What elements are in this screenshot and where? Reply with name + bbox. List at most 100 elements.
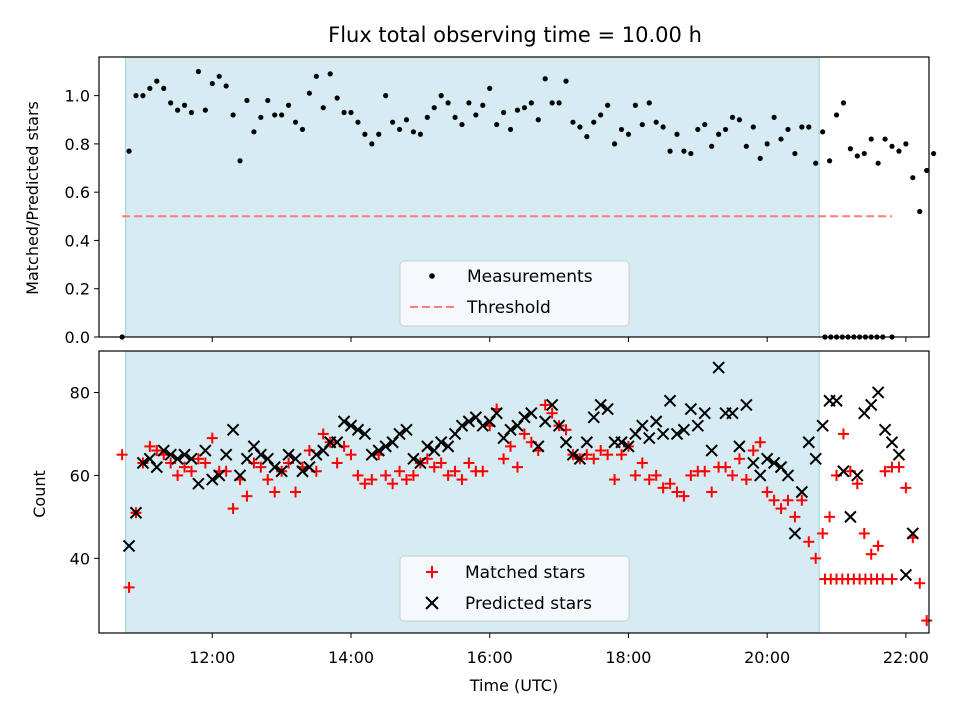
predicted-star-point [358, 427, 372, 441]
measurement-point [195, 68, 202, 75]
measurement-point [480, 102, 486, 108]
measurement-point [438, 93, 444, 99]
legend-matched-label: Matched stars [465, 563, 585, 583]
measurement-point [591, 119, 597, 125]
predicted-star-point [788, 527, 802, 540]
predicted-star-point [379, 440, 392, 453]
matched-star-point [241, 490, 253, 502]
measurement-point [889, 143, 895, 149]
measurement-point [140, 93, 146, 99]
matched-star-point [886, 573, 898, 585]
predicted-star-point [601, 402, 614, 416]
measurement-point [618, 126, 625, 133]
predicted-star-point [580, 436, 594, 449]
measurement-point [168, 100, 174, 106]
measurement-point [279, 112, 285, 118]
predicted-star-point [545, 398, 559, 412]
legend-bottom-box [399, 555, 630, 622]
matched-star-point [505, 440, 517, 452]
measurement-point [625, 131, 632, 137]
predicted-star-point [240, 452, 254, 466]
measurement-point [341, 109, 347, 116]
predicted-star-point [344, 419, 358, 432]
predicted-star-point [871, 386, 885, 399]
predicted-star-point [226, 423, 240, 437]
predicted-star-point [164, 448, 177, 461]
predicted-star-point [726, 406, 739, 420]
predicted-star-point [795, 485, 809, 499]
predicted-star-point [393, 427, 406, 441]
predicted-star-point [649, 415, 663, 428]
predicted-star-point [414, 456, 427, 470]
predicted-star-point [365, 448, 379, 461]
measurement-point [133, 93, 139, 99]
chart-title: Flux total observing time = 10.00 h [328, 23, 702, 47]
matched-star-point [595, 445, 607, 457]
predicted-star-point [213, 469, 226, 482]
measurement-point [681, 148, 687, 154]
measurement-point [743, 143, 749, 149]
predicted-star-point [178, 448, 191, 461]
legend-top: Measurements Threshold [399, 260, 630, 327]
x-ticks-ratio [211, 337, 907, 342]
predicted-star-point [275, 465, 288, 478]
matched-star-point [629, 469, 641, 481]
predicted-star-point [573, 452, 587, 466]
matched-star-point [428, 461, 440, 473]
predicted-star-point [296, 465, 309, 478]
y-tick-label: 40 [70, 549, 90, 568]
matched-star-point [400, 474, 412, 486]
matched-star-point [199, 457, 211, 469]
predicted-star-point [129, 506, 143, 519]
measurement-point [806, 124, 812, 130]
predicted-star-point [233, 469, 247, 482]
matched-star-point [720, 461, 732, 473]
matched-star-point [345, 449, 357, 461]
y-ticks-count: 40 60 80 [70, 383, 99, 568]
measurement-point [917, 208, 923, 215]
matched-star-point [539, 399, 551, 411]
measurement-point [535, 117, 541, 123]
measurement-point [639, 121, 645, 128]
predicted-star-point [289, 452, 302, 466]
legend-top-box [399, 260, 630, 327]
measurement-point [175, 107, 181, 113]
predicted-star-point [476, 419, 489, 432]
predicted-star-point [407, 452, 420, 466]
matched-star-point [546, 407, 558, 419]
matched-star-point [380, 469, 392, 481]
matched-star-point [407, 469, 419, 481]
matched-star-point [331, 457, 343, 469]
measurement-point [500, 109, 507, 116]
matched-star-point [179, 461, 191, 473]
predicted-star-point [878, 423, 892, 437]
predicted-star-point [518, 411, 531, 424]
measurement-point [611, 141, 618, 147]
measurement-point [896, 148, 902, 154]
matched-star-point [761, 486, 773, 498]
predicted-star-point [636, 419, 649, 432]
matched-star-point [796, 494, 808, 506]
predicted-star-point [587, 411, 600, 424]
measurement-point [924, 167, 930, 174]
measurement-point [750, 124, 756, 130]
measurement-point [764, 141, 770, 147]
ratio-marks [119, 68, 937, 340]
matched-star-point [352, 469, 364, 481]
measurement-point [487, 85, 493, 91]
matched-star-point [865, 548, 877, 560]
predicted-star-point [303, 460, 316, 474]
matched-star-point [775, 503, 787, 515]
predicted-star-point [691, 419, 705, 432]
measurement-point [709, 143, 715, 149]
measurement-point [882, 136, 888, 142]
measurement-point [646, 100, 652, 106]
measurement-point [376, 131, 382, 137]
measurement-point [251, 129, 257, 135]
matched-star-point [851, 478, 863, 490]
measurement-point [799, 124, 805, 130]
y-tick-label: 0.6 [65, 183, 90, 202]
measurement-point [383, 93, 389, 99]
x-tick-label: 18:00 [605, 648, 651, 667]
predicted-star-point [594, 398, 607, 412]
